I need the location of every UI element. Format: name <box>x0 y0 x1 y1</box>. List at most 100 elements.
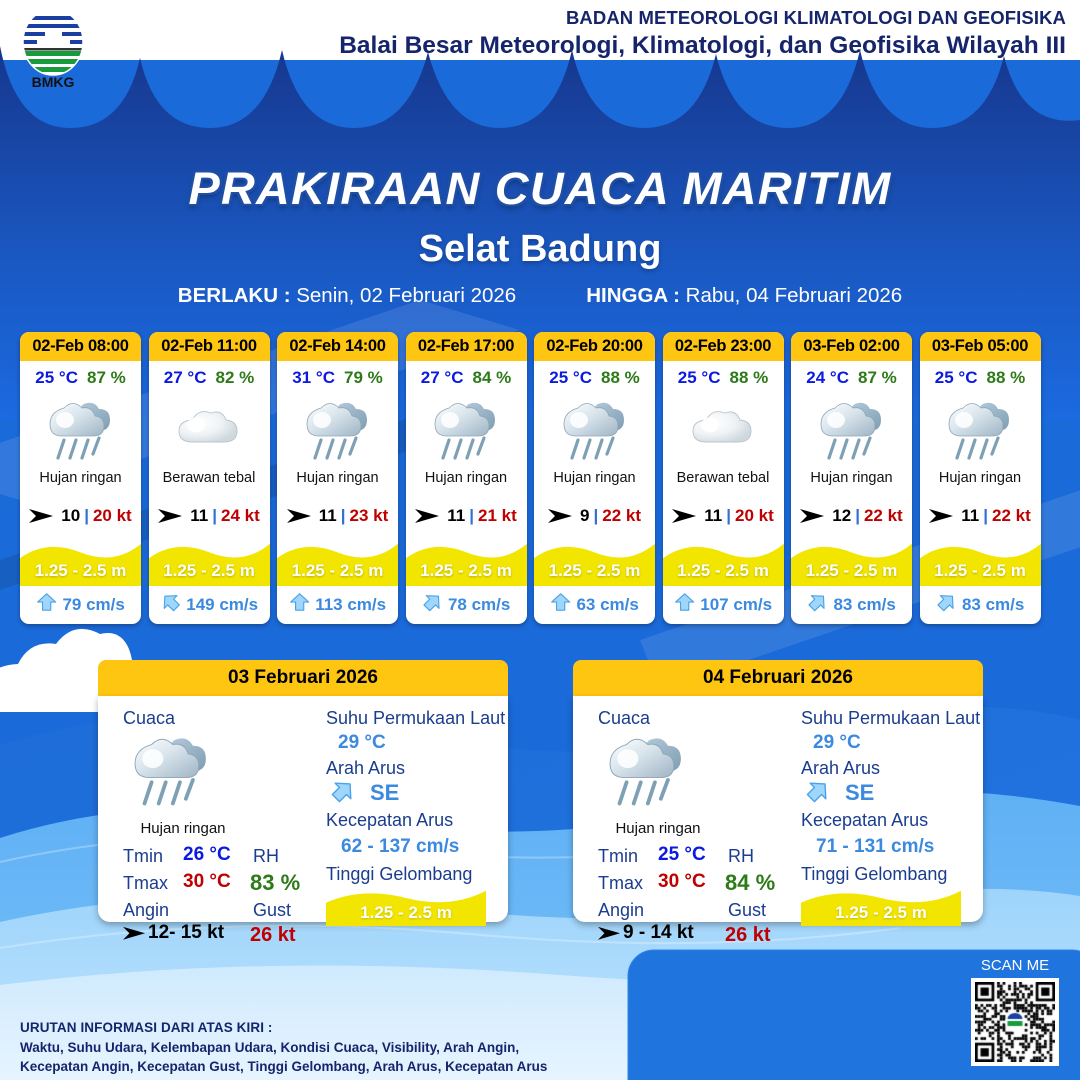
current-direction-icon <box>160 593 181 616</box>
hourly-humidity: 88 % <box>729 368 769 387</box>
wind-separator: | <box>84 506 89 525</box>
hourly-time: 02-Feb 20:00 <box>534 332 655 361</box>
wind-direction-icon <box>415 507 443 525</box>
hourly-time: 02-Feb 23:00 <box>662 332 784 361</box>
hourly-current: 83 cm/s <box>791 586 912 624</box>
daily-condition: Hujan ringan <box>140 820 226 837</box>
daily-angin-value: 9 - 14 kt <box>623 922 694 943</box>
daily-tmin-value: 26 °C <box>183 844 231 865</box>
daily-tmin-label: Tmin <box>123 846 163 866</box>
legend-line-3: Kecepatan Angin, Kecepatan Gust, Tinggi … <box>20 1059 548 1075</box>
hourly-time: 02-Feb 08:00 <box>20 332 141 361</box>
hourly-wind-speed: 11 <box>318 506 337 525</box>
cloud-icon <box>663 390 784 468</box>
daily-rh-value: 83 % <box>250 870 301 895</box>
hourly-wave-height: 1.25 - 2.5 m <box>34 561 127 580</box>
hourly-temp-humidity: 27 °C 82 % <box>149 361 270 390</box>
wind-direction-icon <box>286 507 315 525</box>
hourly-temperature: 25 °C <box>934 368 978 387</box>
wind-separator: | <box>469 506 474 525</box>
hourly-card: 03-Feb 02:00 24 °C 87 % Hujan ringan <box>791 332 912 624</box>
hourly-current: 149 cm/s <box>149 586 270 624</box>
daily-angin-label: Angin <box>598 900 645 920</box>
qr-code[interactable] <box>971 978 1059 1066</box>
hourly-humidity: 82 % <box>215 368 255 387</box>
hourly-wind-speed: 11 <box>704 506 723 525</box>
hourly-forecast-strip: 02-Feb 08:00 25 °C 87 % Hujan ringan <box>20 332 1062 624</box>
qr-label: SCAN ME <box>980 957 1050 974</box>
org-name-line1: BADAN METEOROLOGI KLIMATOLOGI DAN GEOFIS… <box>565 7 1066 28</box>
hourly-current-speed: 149 cm/s <box>186 595 259 614</box>
wind-separator: | <box>593 506 599 525</box>
daily-kecepatan-arus-label: Kecepatan Arus <box>801 810 929 830</box>
daily-kecepatan-arus-label: Kecepatan Arus <box>326 810 454 830</box>
daily-date: 04 Februari 2026 <box>573 660 983 696</box>
hourly-temperature: 25 °C <box>677 368 721 387</box>
rain-icon <box>277 390 398 468</box>
daily-rh-label: RH <box>253 846 279 866</box>
hourly-current: 83 cm/s <box>920 586 1041 624</box>
daily-angin-value: 12- 15 kt <box>148 922 225 943</box>
hourly-wave-band: 1.25 - 2.5 m <box>405 538 527 586</box>
daily-arah-arus-value: SE <box>845 780 875 805</box>
hourly-wind: 11 | 23 kt <box>277 494 398 538</box>
hourly-time: 03-Feb 02:00 <box>791 332 912 361</box>
valid-to: HINGGA : Rabu, 04 Februari 2026 <box>586 284 902 308</box>
valid-from: BERLAKU : Senin, 02 Februari 2026 <box>178 284 516 308</box>
cloud-icon <box>149 390 270 468</box>
daily-wave-band: 1.25 - 2.5 m <box>801 886 961 926</box>
rain-icon <box>406 390 527 468</box>
hourly-temperature: 25 °C <box>549 368 592 387</box>
page-title: PRAKIRAAN CUACA MARITIM <box>188 163 892 214</box>
hourly-gust: 24 kt <box>221 506 260 525</box>
hourly-wind: 12 | 22 kt <box>791 494 912 538</box>
hourly-gust: 22 kt <box>992 506 1031 525</box>
wind-direction-icon <box>123 925 149 942</box>
hourly-wind: 11 | 20 kt <box>663 494 784 538</box>
daily-wave-height: 1.25 - 2.5 m <box>835 903 927 922</box>
current-direction-icon <box>936 593 957 616</box>
hourly-card: 03-Feb 05:00 25 °C 88 % Hujan ringan <box>919 332 1041 624</box>
hourly-card: 02-Feb 14:00 31 °C 79 % Hujan ringan <box>277 332 398 624</box>
valid-to-label: HINGGA : <box>586 284 680 307</box>
hourly-current-speed: 83 cm/s <box>961 595 1025 614</box>
hourly-current-speed: 107 cm/s <box>700 595 773 614</box>
hourly-wave-height: 1.25 - 2.5 m <box>291 561 384 580</box>
daily-tmax-value: 30 °C <box>658 871 706 892</box>
hourly-wave-band: 1.25 - 2.5 m <box>662 538 784 586</box>
current-direction-icon <box>330 780 356 807</box>
daily-tmin-label: Tmin <box>598 846 638 866</box>
hourly-humidity: 87 % <box>857 368 897 387</box>
daily-sst-value: 29 °C <box>813 732 861 753</box>
hourly-temp-humidity: 25 °C 88 % <box>534 361 655 390</box>
hourly-wave-band: 1.25 - 2.5 m <box>277 538 398 586</box>
rain-icon <box>128 728 215 816</box>
hourly-wave-height: 1.25 - 2.5 m <box>420 561 512 580</box>
hourly-current-speed: 78 cm/s <box>447 595 511 614</box>
legend-line-1: URUTAN INFORMASI DARI ATAS KIRI : <box>20 1020 273 1035</box>
hourly-time: 02-Feb 14:00 <box>277 332 398 361</box>
wind-separator: | <box>855 506 860 525</box>
hourly-current: 63 cm/s <box>534 586 655 624</box>
hourly-condition: Berawan tebal <box>162 470 256 486</box>
header-org-block: BADAN METEOROLOGI KLIMATOLOGI DAN GEOFIS… <box>339 7 1066 59</box>
daily-tmin-value: 25 °C <box>658 844 706 865</box>
area-name: Selat Badung <box>418 228 662 270</box>
hourly-gust: 23 kt <box>349 506 389 525</box>
hourly-current-speed: 63 cm/s <box>576 595 639 614</box>
svg-text:BMKG: BMKG <box>32 74 75 90</box>
hourly-wave-height: 1.25 - 2.5 m <box>805 561 898 580</box>
daily-gust-label: Gust <box>728 900 767 920</box>
daily-cuaca-label: Cuaca <box>598 708 651 728</box>
wind-direction-icon <box>29 507 57 525</box>
daily-wave-height: 1.25 - 2.5 m <box>360 903 452 922</box>
hourly-temperature: 27 °C <box>420 368 464 387</box>
qr-block: SCAN ME <box>967 957 1063 1066</box>
wind-direction-icon <box>929 507 957 525</box>
wind-direction-icon <box>672 507 700 525</box>
daily-arah-arus-label: Arah Arus <box>801 758 881 778</box>
hourly-card: 02-Feb 23:00 25 °C 88 % Berawan tebal 11… <box>662 332 784 624</box>
hourly-current: 107 cm/s <box>663 586 784 624</box>
hourly-wind-speed: 12 <box>832 506 852 525</box>
daily-tinggi-gelombang-label: Tinggi Gelombang <box>801 864 948 884</box>
